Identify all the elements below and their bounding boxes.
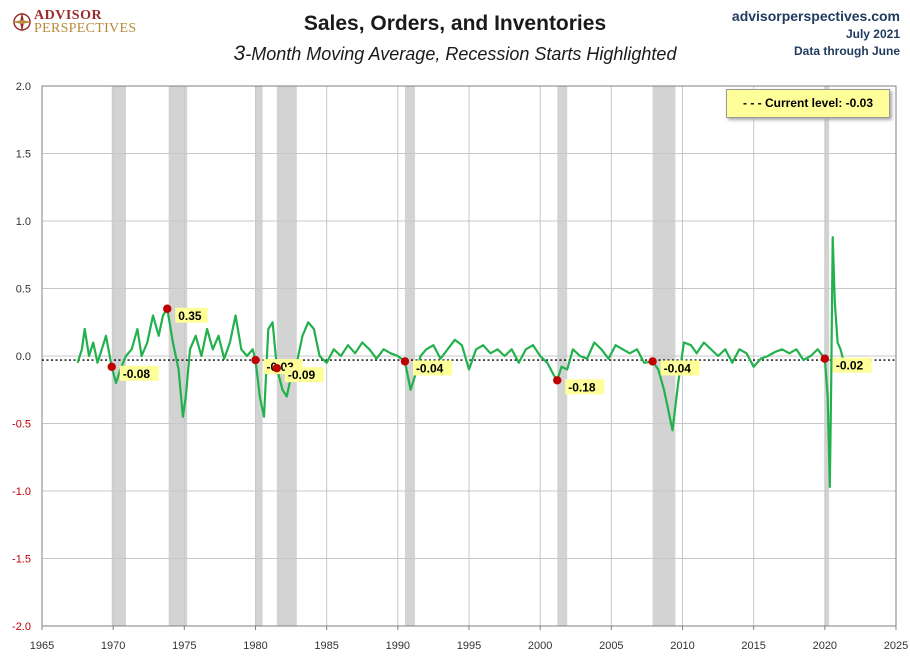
recession-start-marker — [553, 376, 562, 385]
series-line — [76, 236, 845, 488]
marker-label: -0.08 — [123, 367, 151, 381]
y-tick-label: 2.0 — [16, 81, 31, 93]
recession-start-marker — [820, 354, 830, 363]
marker-label: -0.18 — [568, 380, 596, 394]
marker-label-bg — [412, 360, 452, 376]
y-tick-label: -2.0 — [12, 621, 31, 633]
x-tick-label: 1975 — [172, 640, 196, 652]
x-tick-label: 2010 — [670, 640, 694, 652]
recession-start-marker — [648, 357, 657, 366]
logo-text-line1: ADVISOR — [34, 8, 103, 23]
x-tick-label: 2000 — [528, 640, 552, 652]
recession-start-marker — [400, 357, 410, 366]
y-tick-label: 0.5 — [16, 284, 31, 296]
marker-label: -0.02 — [836, 359, 864, 373]
recession-start-marker — [251, 355, 260, 365]
marker-label-bg — [175, 307, 208, 323]
x-tick-label: 2025 — [884, 640, 908, 652]
marker-label-bg — [565, 379, 605, 395]
x-tick-label: 1965 — [30, 640, 54, 652]
y-tick-label: 0.0 — [16, 351, 31, 363]
x-tick-label: 2020 — [813, 640, 837, 652]
y-tick-label: 1.5 — [16, 149, 31, 161]
recession-start-marker — [272, 363, 282, 373]
marker-label-bg — [832, 357, 872, 373]
x-tick-label: 2015 — [741, 640, 765, 652]
subtitle-rest: -Month Moving Average, Recession Starts … — [245, 44, 677, 64]
source-through: Data through June — [793, 44, 900, 58]
source-site: advisorperspectives.com — [731, 8, 900, 24]
x-tick-label: 2005 — [599, 640, 623, 652]
x-tick-label: 1995 — [457, 640, 481, 652]
y-axis-ticks: 2.0 1.5 1.0 0.5 0.0 -0.5 -1.0 -1.5 -2.0 — [12, 81, 31, 633]
recession-start-markers: -0.080.35-0.03-0.09-0.04-0.18-0.04-0.02 — [107, 304, 872, 395]
marker-label: -0.04 — [664, 361, 692, 375]
marker-label-bg — [119, 365, 159, 381]
recession-start-marker — [107, 362, 116, 371]
x-tick-label: 1970 — [101, 640, 125, 652]
y-tick-label: -1.0 — [12, 486, 31, 498]
source-date: July 2021 — [845, 27, 900, 41]
marker-label-bg — [284, 367, 324, 383]
current-level-legend: - - - Current level: -0.03 — [726, 89, 890, 118]
marker-label: 0.35 — [178, 309, 202, 323]
subtitle-lead: 3 — [233, 42, 246, 65]
y-tick-label: 1.0 — [16, 216, 31, 228]
x-tick-label: 1990 — [386, 640, 410, 652]
y-tick-label: -0.5 — [12, 419, 31, 431]
chart-title: Sales, Orders, and Inventories — [303, 12, 607, 35]
chart-subtitle: 3-Month Moving Average, Recession Starts… — [0, 42, 910, 66]
marker-label: -0.09 — [288, 368, 316, 382]
y-tick-label: -1.5 — [12, 554, 31, 566]
marker-label: -0.04 — [416, 361, 444, 375]
x-tick-label: 1985 — [314, 640, 338, 652]
recession-start-marker — [163, 304, 172, 313]
logo-text-line2: PERSPECTIVES — [34, 21, 137, 36]
marker-label-bg — [660, 360, 700, 376]
x-axis-ticks: 1965 1970 1975 1980 1985 1990 1995 2000 2005 2010… — [30, 626, 908, 652]
compass-rose-icon — [12, 12, 32, 32]
x-tick-label: 1980 — [243, 640, 267, 652]
